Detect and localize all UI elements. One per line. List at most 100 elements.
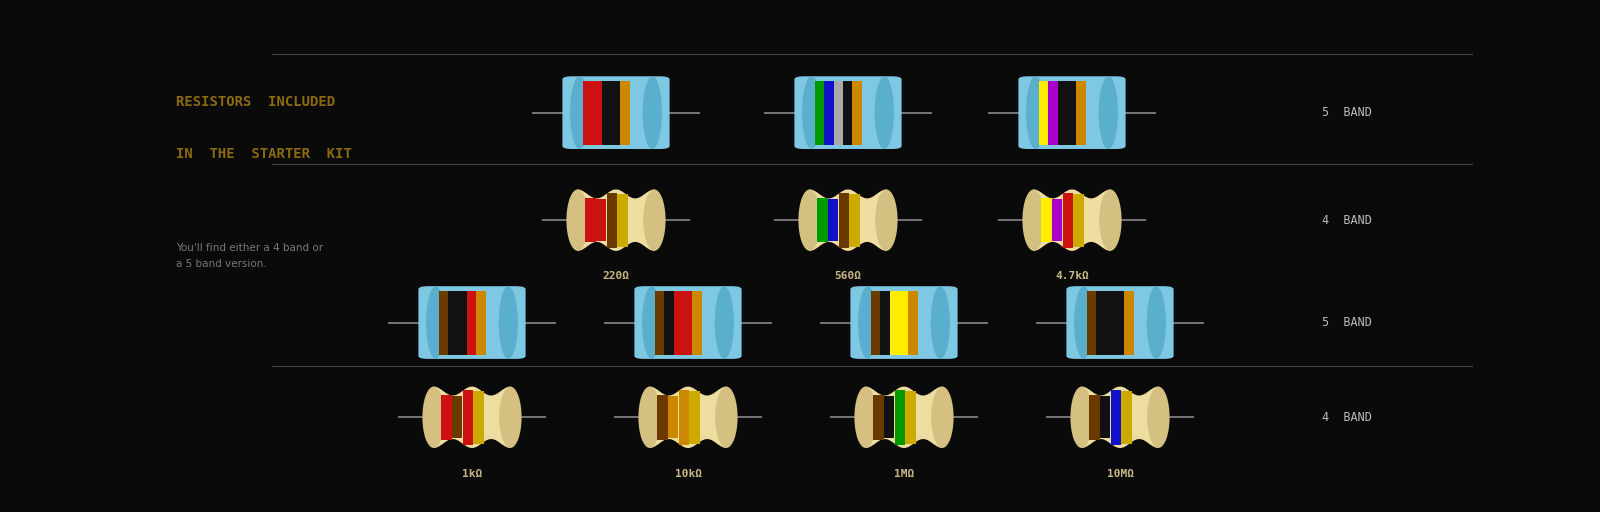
Text: 1kΩ: 1kΩ bbox=[462, 468, 482, 479]
Polygon shape bbox=[650, 387, 726, 448]
Ellipse shape bbox=[1022, 189, 1045, 251]
Ellipse shape bbox=[1074, 286, 1093, 359]
Bar bbox=[883, 396, 894, 438]
Polygon shape bbox=[810, 189, 886, 251]
Bar bbox=[1074, 194, 1083, 247]
Bar bbox=[838, 193, 850, 248]
Bar bbox=[874, 395, 883, 440]
Ellipse shape bbox=[1147, 387, 1170, 448]
Ellipse shape bbox=[638, 387, 661, 448]
Bar bbox=[843, 81, 853, 144]
Text: 10kΩ: 10kΩ bbox=[675, 468, 701, 479]
Text: You'll find either a 4 band or
a 5 band version.: You'll find either a 4 band or a 5 band … bbox=[176, 243, 323, 269]
Bar bbox=[1123, 291, 1133, 354]
Ellipse shape bbox=[715, 387, 738, 448]
Bar bbox=[1058, 81, 1067, 144]
FancyBboxPatch shape bbox=[1019, 76, 1125, 149]
Bar bbox=[621, 81, 630, 144]
Polygon shape bbox=[1034, 189, 1110, 251]
Bar bbox=[592, 81, 602, 144]
Bar bbox=[1062, 193, 1074, 248]
FancyBboxPatch shape bbox=[418, 286, 525, 359]
Bar bbox=[834, 81, 843, 144]
Bar bbox=[1122, 391, 1131, 444]
Bar bbox=[1090, 395, 1099, 440]
Bar bbox=[909, 291, 918, 354]
Ellipse shape bbox=[1147, 286, 1166, 359]
Bar bbox=[1099, 396, 1110, 438]
Bar bbox=[1110, 390, 1122, 445]
Ellipse shape bbox=[1099, 76, 1118, 149]
Bar bbox=[1077, 81, 1086, 144]
FancyBboxPatch shape bbox=[795, 76, 902, 149]
FancyBboxPatch shape bbox=[851, 286, 957, 359]
Ellipse shape bbox=[854, 387, 877, 448]
Bar bbox=[690, 391, 699, 444]
Bar bbox=[824, 81, 834, 144]
Ellipse shape bbox=[931, 286, 950, 359]
Ellipse shape bbox=[422, 387, 445, 448]
Bar bbox=[853, 81, 862, 144]
Text: 10MΩ: 10MΩ bbox=[1107, 468, 1133, 479]
Polygon shape bbox=[578, 189, 654, 251]
Ellipse shape bbox=[798, 189, 821, 251]
Bar bbox=[1042, 198, 1051, 243]
Bar bbox=[611, 81, 621, 144]
FancyBboxPatch shape bbox=[563, 76, 670, 149]
Polygon shape bbox=[866, 387, 942, 448]
Ellipse shape bbox=[1026, 76, 1045, 149]
Bar bbox=[664, 291, 674, 354]
Ellipse shape bbox=[570, 76, 589, 149]
Ellipse shape bbox=[1070, 387, 1093, 448]
Polygon shape bbox=[434, 387, 510, 448]
Bar bbox=[850, 194, 859, 247]
Ellipse shape bbox=[715, 286, 734, 359]
Bar bbox=[1040, 81, 1050, 144]
Bar bbox=[656, 291, 666, 354]
Bar bbox=[458, 291, 467, 354]
Bar bbox=[474, 391, 483, 444]
Ellipse shape bbox=[566, 189, 589, 251]
Text: 1MΩ: 1MΩ bbox=[894, 468, 914, 479]
Bar bbox=[827, 199, 838, 241]
Bar bbox=[442, 395, 451, 440]
FancyBboxPatch shape bbox=[1066, 286, 1174, 359]
Bar bbox=[595, 199, 606, 241]
Text: 5  BAND: 5 BAND bbox=[1322, 106, 1371, 119]
Ellipse shape bbox=[426, 286, 445, 359]
Bar bbox=[451, 396, 462, 438]
Bar bbox=[477, 291, 486, 354]
Ellipse shape bbox=[499, 387, 522, 448]
Polygon shape bbox=[1082, 387, 1158, 448]
Bar bbox=[894, 390, 906, 445]
Bar bbox=[1115, 291, 1125, 354]
Bar bbox=[667, 396, 678, 438]
Bar bbox=[582, 81, 592, 144]
Bar bbox=[816, 81, 826, 144]
Text: IN  THE  STARTER  KIT: IN THE STARTER KIT bbox=[176, 146, 352, 161]
Bar bbox=[586, 198, 595, 243]
Bar bbox=[870, 291, 880, 354]
Ellipse shape bbox=[858, 286, 877, 359]
Bar bbox=[438, 291, 448, 354]
Ellipse shape bbox=[931, 387, 954, 448]
Bar bbox=[658, 395, 667, 440]
Bar bbox=[1067, 81, 1077, 144]
Ellipse shape bbox=[499, 286, 518, 359]
Bar bbox=[683, 291, 693, 354]
Text: 560Ω: 560Ω bbox=[835, 271, 861, 282]
Bar bbox=[1088, 291, 1098, 354]
Bar bbox=[678, 390, 690, 445]
Bar bbox=[1106, 291, 1115, 354]
Bar bbox=[462, 390, 474, 445]
Bar bbox=[448, 291, 458, 354]
Text: RESISTORS  INCLUDED: RESISTORS INCLUDED bbox=[176, 95, 334, 110]
Text: 220Ω: 220Ω bbox=[603, 271, 629, 282]
Text: 5  BAND: 5 BAND bbox=[1322, 316, 1371, 329]
Ellipse shape bbox=[643, 76, 662, 149]
Bar bbox=[691, 291, 701, 354]
Bar bbox=[618, 194, 627, 247]
Ellipse shape bbox=[643, 189, 666, 251]
Bar bbox=[606, 193, 618, 248]
Ellipse shape bbox=[875, 189, 898, 251]
